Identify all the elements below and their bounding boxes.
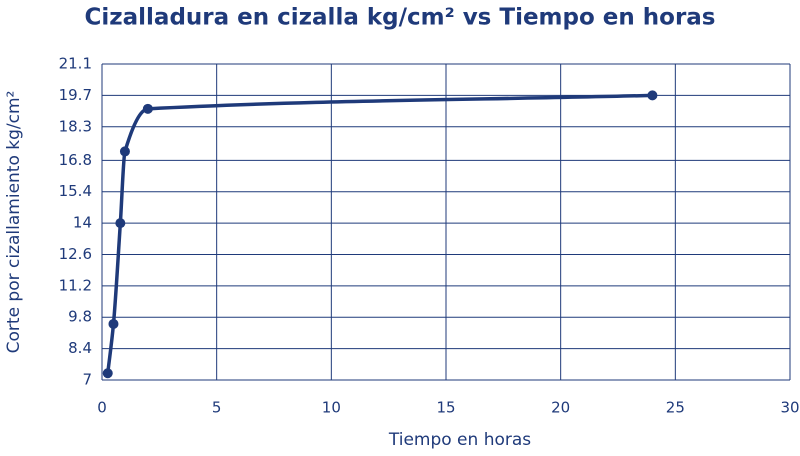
x-tick-label: 20 <box>551 399 570 417</box>
x-tick-label: 10 <box>322 399 341 417</box>
series-line <box>105 93 653 374</box>
x-tick-label: 30 <box>780 399 799 417</box>
data-point <box>142 103 153 114</box>
y-axis-label: Corte por cizallamiento kg/cm² <box>4 91 24 354</box>
data-point <box>108 318 119 329</box>
y-tick-label: 9.8 <box>68 308 92 326</box>
y-tick-label: 11.2 <box>59 276 92 294</box>
y-tick-label: 18.3 <box>59 117 92 135</box>
data-point <box>115 218 126 229</box>
chart-title: Cizalladura en cizalla kg/cm² vs Tiempo … <box>84 5 715 31</box>
data-point <box>119 146 130 157</box>
y-tick-label: 7 <box>82 371 92 389</box>
x-tick-label: 5 <box>212 399 222 417</box>
data-point <box>102 368 113 379</box>
x-tick-label: 0 <box>97 399 107 417</box>
y-tick-label: 14 <box>73 214 92 232</box>
x-tick-label: 15 <box>436 399 455 417</box>
y-tick-label: 8.4 <box>68 339 92 357</box>
y-tick-label: 21.1 <box>59 55 92 73</box>
y-tick-label: 19.7 <box>59 86 92 104</box>
x-tick-label: 25 <box>666 399 685 417</box>
y-tick-label: 16.8 <box>59 151 92 169</box>
y-tick-label: 15.4 <box>59 182 92 200</box>
y-tick-label: 12.6 <box>59 245 92 263</box>
data-point <box>647 90 658 101</box>
x-axis-label: Tiempo en horas <box>388 430 531 450</box>
